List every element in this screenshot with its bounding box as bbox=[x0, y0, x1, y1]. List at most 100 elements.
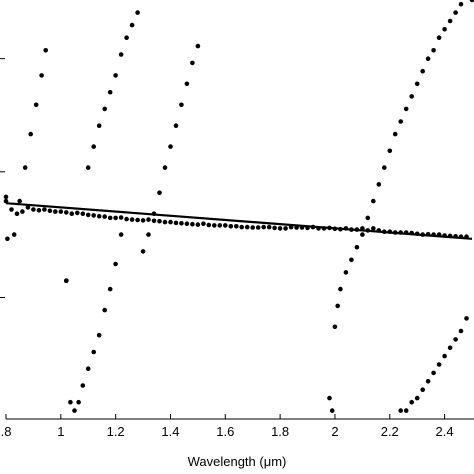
data-point bbox=[272, 225, 277, 231]
data-point bbox=[64, 278, 69, 284]
data-point bbox=[458, 1, 464, 7]
data-point bbox=[398, 230, 404, 235]
data-point bbox=[72, 408, 77, 413]
data-point bbox=[124, 216, 129, 222]
data-point bbox=[360, 226, 365, 231]
data-point bbox=[338, 286, 343, 292]
data-point bbox=[228, 224, 234, 229]
data-point bbox=[28, 131, 33, 137]
data-point bbox=[96, 123, 102, 128]
data-point bbox=[382, 229, 387, 234]
x-axis-label: Wavelength (μm) bbox=[188, 454, 287, 469]
data-point bbox=[316, 226, 321, 231]
data-point bbox=[201, 221, 206, 226]
data-point bbox=[146, 217, 151, 222]
data-point bbox=[431, 48, 436, 53]
data-point bbox=[382, 165, 387, 170]
data-point bbox=[190, 221, 195, 227]
data-point bbox=[190, 60, 195, 66]
data-point bbox=[453, 234, 458, 239]
data-point bbox=[53, 209, 58, 214]
data-point bbox=[157, 190, 162, 195]
data-point bbox=[91, 349, 96, 355]
data-point bbox=[184, 81, 190, 87]
data-point bbox=[146, 232, 151, 237]
data-point bbox=[5, 236, 10, 242]
data-point bbox=[453, 337, 458, 342]
data-point bbox=[17, 198, 23, 204]
data-point bbox=[453, 10, 458, 15]
data-point bbox=[442, 353, 447, 359]
data-point bbox=[113, 215, 118, 221]
data-point bbox=[447, 18, 453, 24]
data-point bbox=[469, 0, 474, 3]
data-point bbox=[212, 223, 217, 228]
data-point bbox=[85, 366, 91, 372]
data-point bbox=[168, 144, 173, 149]
data-point bbox=[288, 224, 294, 230]
data-point bbox=[398, 119, 404, 124]
data-point bbox=[425, 379, 431, 384]
data-point bbox=[294, 225, 299, 230]
data-point bbox=[436, 232, 442, 237]
data-point bbox=[31, 207, 36, 212]
data-point bbox=[151, 218, 157, 224]
data-point bbox=[69, 211, 75, 216]
data-point bbox=[68, 399, 73, 405]
data-point bbox=[349, 257, 354, 263]
data-point bbox=[9, 207, 14, 212]
data-point bbox=[414, 395, 420, 401]
data-point bbox=[409, 94, 415, 99]
data-point bbox=[376, 182, 382, 187]
data-point bbox=[102, 307, 107, 313]
data-point bbox=[321, 226, 327, 231]
data-point bbox=[447, 233, 453, 239]
data-point bbox=[14, 211, 20, 216]
data-point bbox=[365, 215, 371, 221]
data-point bbox=[277, 226, 283, 231]
data-point bbox=[250, 225, 255, 230]
data-point bbox=[223, 223, 228, 228]
data-point bbox=[327, 395, 332, 401]
data-point bbox=[25, 205, 31, 210]
data-point bbox=[425, 231, 431, 237]
data-point bbox=[39, 73, 44, 78]
data-point bbox=[234, 224, 239, 229]
data-point bbox=[118, 232, 124, 237]
data-point bbox=[329, 408, 335, 413]
x-tick-label: 1.8 bbox=[271, 424, 289, 439]
data-point bbox=[420, 68, 426, 74]
x-tick-label: 2 bbox=[331, 424, 338, 439]
data-point bbox=[403, 106, 409, 112]
data-point bbox=[42, 207, 47, 212]
data-point bbox=[135, 217, 140, 223]
data-point bbox=[403, 230, 409, 235]
data-point bbox=[261, 224, 267, 230]
x-tick-label: 1.6 bbox=[216, 424, 234, 439]
data-point bbox=[414, 81, 420, 87]
data-point bbox=[414, 231, 420, 237]
data-point bbox=[80, 383, 86, 388]
data-point bbox=[354, 227, 360, 232]
data-point bbox=[360, 232, 365, 237]
data-point bbox=[96, 213, 102, 219]
data-point bbox=[436, 35, 442, 40]
data-point bbox=[420, 232, 426, 237]
data-point bbox=[464, 316, 469, 321]
data-point bbox=[349, 227, 354, 232]
data-point bbox=[75, 210, 80, 216]
data-point bbox=[47, 208, 53, 214]
data-point bbox=[91, 144, 96, 149]
data-point bbox=[442, 233, 447, 238]
data-point bbox=[266, 224, 272, 230]
data-point bbox=[425, 56, 431, 61]
data-point bbox=[96, 332, 102, 338]
data-point bbox=[206, 222, 212, 228]
data-point bbox=[365, 228, 371, 233]
data-point bbox=[179, 102, 184, 108]
data-point bbox=[371, 198, 376, 204]
data-point bbox=[118, 52, 124, 57]
data-point bbox=[113, 73, 118, 78]
data-point bbox=[420, 387, 426, 393]
